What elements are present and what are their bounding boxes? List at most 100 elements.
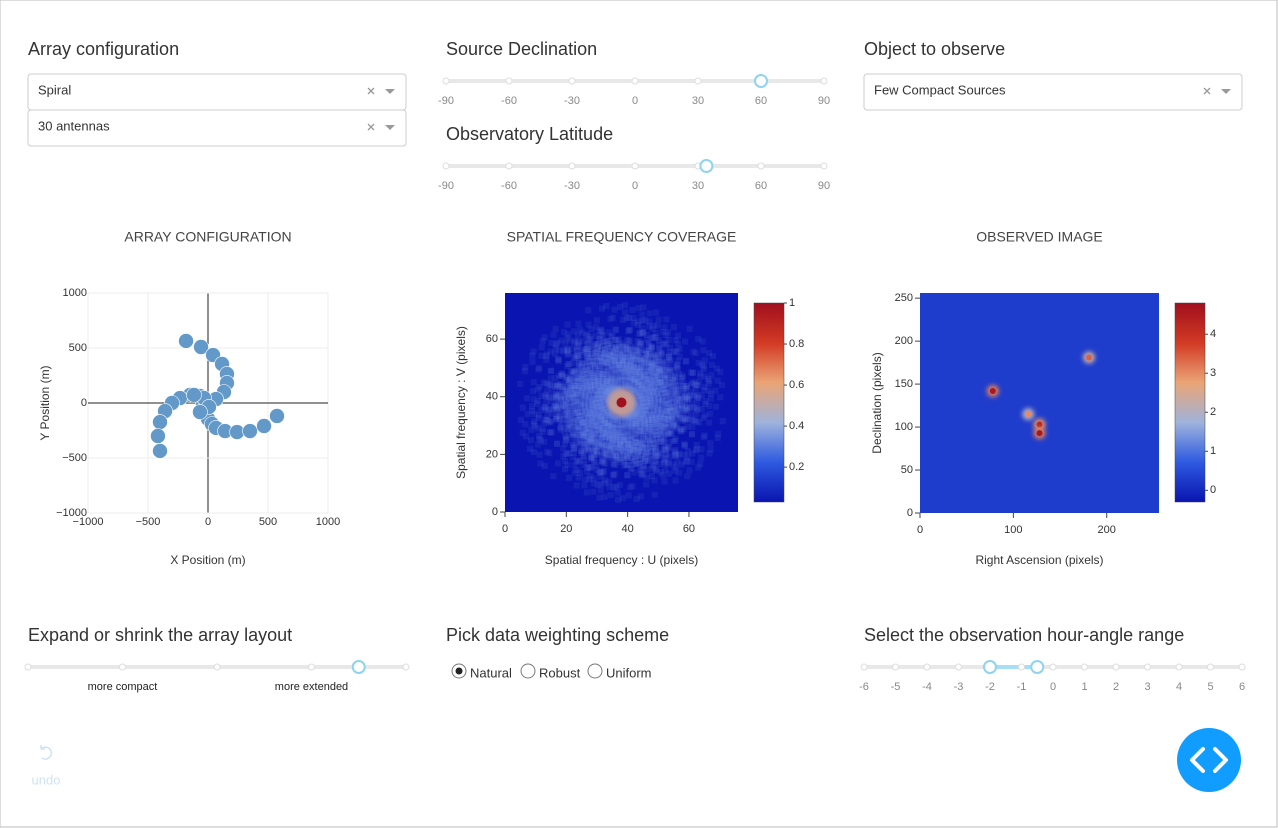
uv-sample: [579, 419, 586, 426]
uv-sample: [607, 351, 615, 359]
uv-sample: [635, 447, 643, 454]
uv-sample: [584, 387, 591, 394]
uv-sample: [613, 422, 620, 429]
uv-sample: [617, 441, 624, 448]
uv-sample: [645, 378, 652, 385]
uv-sample: [685, 415, 692, 422]
uv-sample: [642, 317, 649, 324]
uv-sample: [641, 367, 648, 374]
uv-sample: [715, 430, 722, 437]
uv-sample: [580, 375, 587, 382]
uv-sample: [600, 416, 607, 423]
uv-sample: [660, 438, 668, 445]
uv-sample: [601, 493, 608, 500]
uv-sample: [656, 358, 663, 365]
uv-sample: [566, 375, 574, 383]
uv-sample: [574, 383, 582, 390]
uv-sample: [628, 377, 636, 384]
uv-sample: [653, 309, 660, 316]
uv-sample: [561, 329, 568, 336]
undo-button[interactable]: undo: [32, 745, 61, 787]
slider-handle[interactable]: [754, 74, 768, 88]
uv-sample: [633, 439, 640, 446]
uv-sample: [588, 453, 595, 460]
uv-sample: [632, 409, 639, 416]
radio-option[interactable]: Natural: [451, 663, 512, 680]
dropdown[interactable]: Spiral: [27, 73, 407, 111]
uv-sample: [574, 377, 581, 384]
uv-sample: [662, 332, 669, 339]
uv-sample: [672, 425, 679, 432]
uv-sample: [616, 421, 623, 428]
uv-sample: [544, 448, 551, 455]
slider-dot: [1018, 663, 1025, 671]
uv-sample: [604, 363, 611, 370]
uv-sample: [631, 442, 638, 449]
uv-sample: [538, 352, 545, 359]
uv-sample: [583, 379, 590, 386]
uv-sample: [589, 434, 596, 441]
uv-sample: [610, 384, 617, 391]
uv-sample: [566, 449, 573, 456]
uv-sample: [634, 410, 641, 417]
uv-sample: [672, 348, 679, 355]
slider-handle[interactable]: [699, 159, 714, 173]
uv-sample: [633, 421, 640, 428]
uv-sample: [679, 374, 686, 381]
colorbar-tick-label: 0.8: [789, 338, 804, 350]
dropdown[interactable]: 30 antennas: [27, 109, 407, 147]
uv-sample: [683, 393, 690, 401]
uv-sample: [608, 383, 615, 390]
uv-sample: [589, 414, 596, 421]
uv-sample: [641, 357, 648, 364]
uv-sample: [629, 421, 636, 428]
uv-sample: [613, 368, 620, 375]
uv-sample: [563, 434, 570, 441]
uv-sample: [640, 433, 647, 440]
uv-sample: [642, 409, 649, 417]
uv-sample: [679, 402, 686, 409]
uv-sample: [607, 356, 614, 363]
uv-sample: [631, 458, 638, 465]
uv-sample: [594, 405, 601, 412]
uv-sample: [719, 418, 726, 425]
uv-sample: [652, 351, 659, 358]
uv-sample: [618, 376, 626, 383]
slider-tick-label: 30: [692, 180, 704, 192]
uv-sample: [565, 415, 572, 422]
slider-tick-label: 30: [692, 95, 704, 107]
uv-sample: [682, 396, 689, 403]
uv-sample: [554, 394, 562, 401]
code-button[interactable]: [1177, 728, 1241, 792]
uv-sample: [637, 439, 644, 447]
uv-sample: [613, 415, 620, 422]
uv-sample: [683, 404, 690, 412]
uv-sample: [599, 376, 606, 383]
uv-sample: [602, 412, 610, 419]
uv-sample: [612, 326, 619, 334]
uv-sample: [628, 413, 635, 420]
radio-option[interactable]: Robust: [520, 663, 581, 680]
uv-sample: [634, 368, 641, 375]
slider-handle[interactable]: [1030, 660, 1045, 674]
dropdown[interactable]: Few Compact Sources: [863, 73, 1243, 111]
uv-sample: [651, 421, 659, 429]
uv-sample: [663, 341, 670, 348]
uv-sample: [609, 454, 616, 461]
slider-handle[interactable]: [983, 660, 997, 674]
uv-sample: [600, 420, 607, 427]
uv-sample: [544, 387, 551, 394]
slider-handle[interactable]: [351, 660, 366, 674]
uv-sample: [688, 417, 695, 424]
radio-option[interactable]: Uniform: [587, 663, 652, 680]
uv-sample: [591, 361, 598, 368]
uv-sample: [597, 384, 605, 391]
uv-sample: [706, 419, 713, 426]
uv-sample: [634, 410, 641, 417]
uv-sample: [638, 412, 645, 419]
uv-sample: [606, 447, 613, 454]
uv-sample: [600, 405, 607, 412]
uv-sample: [635, 357, 642, 364]
uv-sample: [577, 401, 585, 408]
uv-sample: [557, 404, 564, 411]
